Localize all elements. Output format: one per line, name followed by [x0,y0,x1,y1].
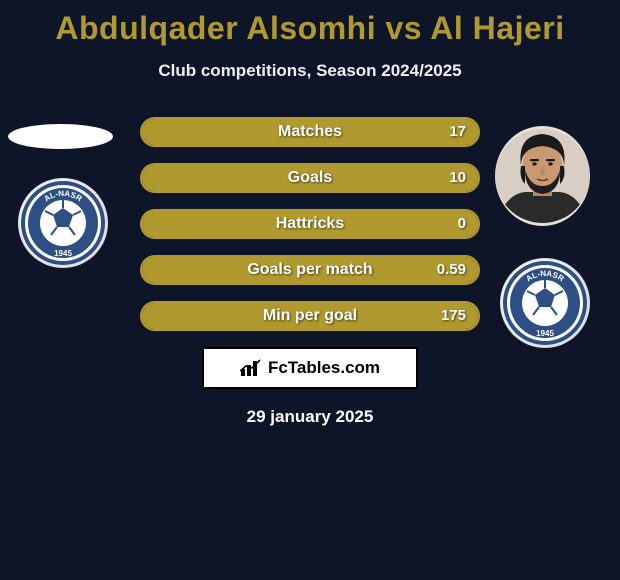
svg-text:1945: 1945 [54,249,72,258]
stat-label: Goals [142,165,478,191]
comparison-card: Abdulqader Alsomhi vs Al Hajeri Club com… [0,0,620,580]
page-title: Abdulqader Alsomhi vs Al Hajeri [0,0,620,47]
stat-value-right: 10 [449,165,466,191]
stat-label: Matches [142,119,478,145]
stat-value-right: 17 [449,119,466,145]
stat-row: Goals 10 [140,163,480,193]
stat-label: Hattricks [142,211,478,237]
brand-box: FcTables.com [202,347,418,389]
stat-value-right: 0 [458,211,466,237]
stats-block: Matches 17 Goals 10 Hattricks 0 Goals pe… [140,117,480,331]
stat-row: Matches 17 [140,117,480,147]
player-left-avatar [8,124,113,149]
stat-row: Goals per match 0.59 [140,255,480,285]
stat-row: Min per goal 175 [140,301,480,331]
date-line: 29 january 2025 [0,407,620,427]
club-badge-right: AL-NASR 1945 [500,258,590,348]
player-right-avatar [495,126,590,226]
brand-text: FcTables.com [268,358,380,378]
stat-label: Min per goal [142,303,478,329]
club-badge-left: AL-NASR 1945 [18,178,108,268]
page-subtitle: Club competitions, Season 2024/2025 [0,61,620,81]
bars-icon [240,359,262,377]
stat-label: Goals per match [142,257,478,283]
stat-row: Hattricks 0 [140,209,480,239]
stat-value-right: 0.59 [437,257,466,283]
svg-text:1945: 1945 [536,329,554,338]
stat-value-right: 175 [441,303,466,329]
